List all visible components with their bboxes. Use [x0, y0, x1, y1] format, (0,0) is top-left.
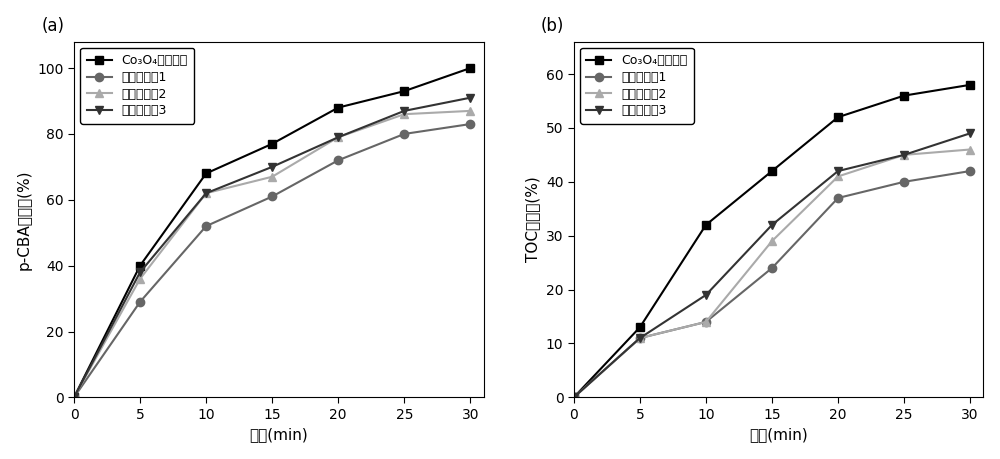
商品催化剑1	[332, 157, 344, 163]
商品催化剑3	[464, 95, 476, 101]
商品催化剑2	[700, 319, 712, 325]
商品催化剑1	[200, 224, 212, 229]
商品催化剑3	[634, 336, 646, 341]
Co₃O₄基催化剑	[68, 395, 80, 400]
Line: 商品催化剑1: 商品催化剑1	[570, 167, 974, 402]
商品催化剑3	[134, 269, 146, 275]
Line: 商品催化剑2: 商品催化剑2	[570, 146, 974, 402]
Legend: Co₃O₄基催化剑, 商品催化剑1, 商品催化剑2, 商品催化剑3: Co₃O₄基催化剑, 商品催化剑1, 商品催化剑2, 商品催化剑3	[80, 48, 194, 124]
商品催化剑3	[68, 395, 80, 400]
商品催化剑3	[898, 152, 910, 157]
商品催化剑3	[964, 130, 976, 136]
商品催化剑3	[200, 190, 212, 196]
Co₃O₄基催化剑	[700, 222, 712, 228]
Y-axis label: TOC去除率(%): TOC去除率(%)	[525, 177, 540, 263]
商品催化剑3	[332, 134, 344, 140]
Line: 商品催化剑1: 商品催化剑1	[70, 120, 474, 402]
商品催化剑1	[464, 121, 476, 127]
商品催化剑1	[634, 336, 646, 341]
商品催化剑1	[832, 195, 844, 201]
Line: 商品催化剑3: 商品催化剑3	[70, 94, 474, 402]
商品催化剑2	[398, 112, 410, 117]
Co₃O₄基催化剑	[898, 93, 910, 98]
Text: (a): (a)	[41, 17, 64, 34]
商品催化剑3	[568, 395, 580, 400]
Co₃O₄基催化剑	[766, 168, 778, 174]
商品催化剑3	[266, 164, 278, 170]
商品催化剑1	[398, 131, 410, 137]
Legend: Co₃O₄基催化剑, 商品催化剑1, 商品催化剑2, 商品催化剑3: Co₃O₄基催化剑, 商品催化剑1, 商品催化剑2, 商品催化剑3	[580, 48, 694, 124]
商品催化剑1	[700, 319, 712, 325]
Line: Co₃O₄基催化剑: Co₃O₄基催化剑	[570, 81, 974, 402]
Y-axis label: p-CBA去除率(%): p-CBA去除率(%)	[17, 169, 32, 270]
Co₃O₄基催化剑	[832, 114, 844, 120]
商品催化剑1	[964, 168, 976, 174]
Line: 商品催化剑2: 商品催化剑2	[70, 107, 474, 402]
商品催化剑2	[332, 134, 344, 140]
Co₃O₄基催化剑	[568, 395, 580, 400]
Co₃O₄基催化剑	[398, 89, 410, 94]
商品催化剑1	[568, 395, 580, 400]
Line: 商品催化剑3: 商品催化剑3	[570, 129, 974, 402]
Co₃O₄基催化剑	[134, 263, 146, 269]
商品催化剑1	[898, 179, 910, 185]
商品催化剑2	[200, 190, 212, 196]
商品催化剑2	[68, 395, 80, 400]
商品催化剑2	[134, 276, 146, 281]
商品催化剑2	[898, 152, 910, 157]
商品催化剑1	[766, 265, 778, 271]
商品催化剑3	[832, 168, 844, 174]
Co₃O₄基催化剑	[266, 141, 278, 146]
商品催化剑1	[68, 395, 80, 400]
商品催化剑3	[398, 108, 410, 114]
Co₃O₄基催化剑	[464, 65, 476, 71]
Co₃O₄基催化剑	[634, 325, 646, 330]
商品催化剑1	[266, 194, 278, 199]
商品催化剑2	[464, 108, 476, 114]
商品催化剑2	[832, 174, 844, 179]
Line: Co₃O₄基催化剑: Co₃O₄基催化剑	[70, 64, 474, 402]
商品催化剑2	[266, 174, 278, 179]
商品催化剑1	[134, 299, 146, 305]
商品催化剑3	[700, 292, 712, 298]
商品催化剑2	[634, 336, 646, 341]
商品催化剑3	[766, 222, 778, 228]
X-axis label: 时间(min): 时间(min)	[249, 427, 308, 442]
商品催化剑2	[568, 395, 580, 400]
Co₃O₄基催化剑	[964, 82, 976, 88]
商品催化剑2	[766, 238, 778, 244]
Co₃O₄基催化剑	[200, 171, 212, 176]
Text: (b): (b)	[541, 17, 564, 34]
X-axis label: 时间(min): 时间(min)	[749, 427, 808, 442]
商品催化剑2	[964, 147, 976, 152]
Co₃O₄基催化剑	[332, 105, 344, 110]
